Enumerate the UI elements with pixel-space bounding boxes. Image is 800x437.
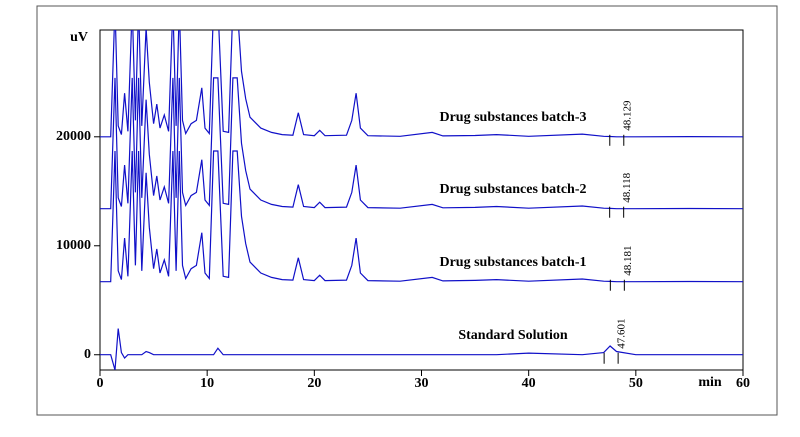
trace-label: Drug substances batch-1 [439,255,586,270]
outer-frame [36,5,778,416]
y-tick-label: 20000 [56,129,91,144]
plot-frame [99,29,744,371]
y-tick-label: 0 [84,347,91,362]
peak-time: 48.129 [621,100,633,131]
x-tick-label: 0 [97,376,104,391]
y-tick-label: 10000 [56,238,91,253]
trace [100,30,743,138]
peak-time: 48.181 [622,245,634,275]
y-axis-label: uV [70,30,88,45]
trace [100,150,743,283]
x-axis-label: min [698,375,722,390]
x-tick-label: 60 [736,376,750,391]
traces [100,30,743,370]
trace [100,77,743,210]
x-tick-label: 50 [629,376,643,391]
trace-label: Drug substances batch-2 [439,182,586,197]
x-tick-label: 40 [522,376,536,391]
trace-label: Drug substances batch-3 [439,110,586,125]
peak-time: 48.118 [621,172,633,202]
trace [100,328,743,370]
x-tick-label: 20 [307,376,321,391]
x-tick-label: 10 [200,376,214,391]
trace-label: Standard Solution [458,328,568,343]
x-tick-label: 30 [415,376,429,391]
peak-time: 47.601 [616,318,628,348]
